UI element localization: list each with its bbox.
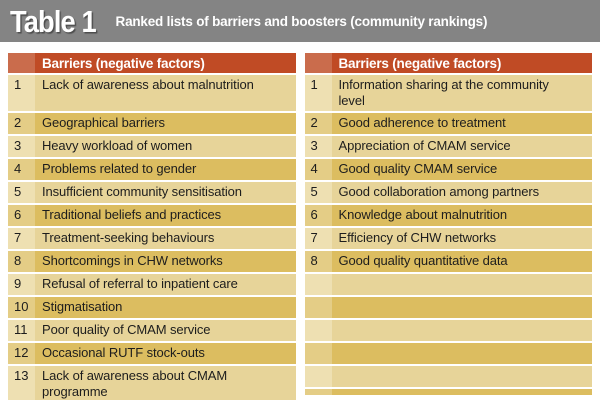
table-body: 1 Information sharing at the community l… [304,75,592,387]
table-row: 8 Shortcomings in CHW networks [8,251,296,272]
rank-cell: 12 [8,343,35,364]
barriers-table-left: Barriers (negative factors) 1 Lack of aw… [8,53,296,402]
rank-cell: 13 [8,366,35,400]
item-cell: Traditional beliefs and practices [35,205,296,226]
table-row [304,274,592,295]
header-rank-cell [304,53,332,73]
item-cell: Heavy workload of women [35,136,296,157]
rank-cell: 3 [8,136,35,157]
rank-cell: 11 [8,320,35,341]
rank-cell [304,274,332,295]
item-cell [331,297,592,318]
item-cell: Appreciation of CMAM service [331,136,592,157]
rank-cell: 5 [304,182,332,203]
item-cell: Efficiency of CHW networks [331,228,592,249]
table-row: 8 Good quality quantitative data [304,251,592,272]
item-cell: Good quality quantitative data [331,251,592,272]
rank-cell: 2 [8,113,35,134]
item-cell: Treatment-seeking behaviours [35,228,296,249]
table-row: 3 Heavy workload of women [8,136,296,157]
item-cell [331,343,592,364]
rank-cell: 9 [8,274,35,295]
item-cell: Insufficient community sensitisation [35,182,296,203]
table-header-row: Barriers (negative factors) [8,53,296,73]
table-row [304,343,592,364]
header-rank-cell [8,53,35,73]
table-row: 1 Lack of awareness about malnutrition [8,75,296,111]
item-cell: Good adherence to treatment [331,113,592,134]
rank-cell [304,320,332,341]
table-row: 12 Occasional RUTF stock-outs [8,343,296,364]
table-row: 5 Insufficient community sensitisation [8,182,296,203]
table-row: 5 Good collaboration among partners [304,182,592,203]
item-cell: Shortcomings in CHW networks [35,251,296,272]
table-row [304,297,592,318]
rank-cell: 1 [8,75,35,111]
table-number-label: Table 1 [10,3,97,39]
table-row [304,366,592,387]
item-cell: Knowledge about malnutrition [331,205,592,226]
partial-text-cell [331,389,592,395]
rank-cell: 6 [8,205,35,226]
table-row: 7 Efficiency of CHW networks [304,228,592,249]
item-cell: Information sharing at the community lev… [331,75,592,111]
item-cell: Good collaboration among partners [331,182,592,203]
rank-cell: 7 [8,228,35,249]
header-title: Barriers (negative factors) [35,53,296,73]
rank-cell: 8 [8,251,35,272]
table-row: 3 Appreciation of CMAM service [304,136,592,157]
rank-cell: 8 [304,251,332,272]
item-cell: Geographical barriers [35,113,296,134]
table-row [304,320,592,341]
table-row: 11 Poor quality of CMAM service [8,320,296,341]
rank-cell [304,366,332,387]
table-row: 2 Geographical barriers [8,113,296,134]
table-row: 4 Good quality CMAM service [304,159,592,180]
item-cell: Lack of awareness about malnutrition [35,75,296,111]
table-body: 1 Lack of awareness about malnutrition 2… [8,75,296,400]
rank-cell [304,343,332,364]
table-row: 4 Problems related to gender [8,159,296,180]
item-cell: Poor quality of CMAM service [35,320,296,341]
rank-cell: 1 [304,75,332,111]
title-bar: Table 1 Ranked lists of barriers and boo… [0,0,600,42]
item-cell: Lack of awareness about CMAM programme [35,366,296,400]
table-row: 10 Stigmatisation [8,297,296,318]
item-cell: Stigmatisation [35,297,296,318]
table-row: 6 Knowledge about malnutrition [304,205,592,226]
rank-cell: 2 [304,113,332,134]
partial-row [304,389,592,395]
item-cell: Refusal of referral to inpatient care [35,274,296,295]
rank-cell: 6 [304,205,332,226]
table-row: 1 Information sharing at the community l… [304,75,592,111]
rank-cell: 4 [8,159,35,180]
table-title: Ranked lists of barriers and boosters (c… [115,13,488,29]
tables-container: Barriers (negative factors) 1 Lack of aw… [0,42,600,402]
rank-cell: 7 [304,228,332,249]
item-cell: Occasional RUTF stock-outs [35,343,296,364]
rank-cell: 3 [304,136,332,157]
rank-cell: 5 [8,182,35,203]
table-row: 13 Lack of awareness about CMAM programm… [8,366,296,400]
item-cell [331,366,592,387]
barriers-table-right: Barriers (negative factors) 1 Informatio… [304,53,592,402]
rank-cell: 4 [304,159,332,180]
item-cell: Problems related to gender [35,159,296,180]
table-row: 9 Refusal of referral to inpatient care [8,274,296,295]
table-row: 6 Traditional beliefs and practices [8,205,296,226]
table-row: 2 Good adherence to treatment [304,113,592,134]
table-row: 7 Treatment-seeking behaviours [8,228,296,249]
rank-cell [304,297,332,318]
rank-cell: 10 [8,297,35,318]
table-header-row: Barriers (negative factors) [304,53,592,73]
header-title: Barriers (negative factors) [331,53,592,73]
item-cell: Good quality CMAM service [331,159,592,180]
item-cell [331,274,592,295]
item-cell [331,320,592,341]
partial-rank-cell [304,389,332,395]
